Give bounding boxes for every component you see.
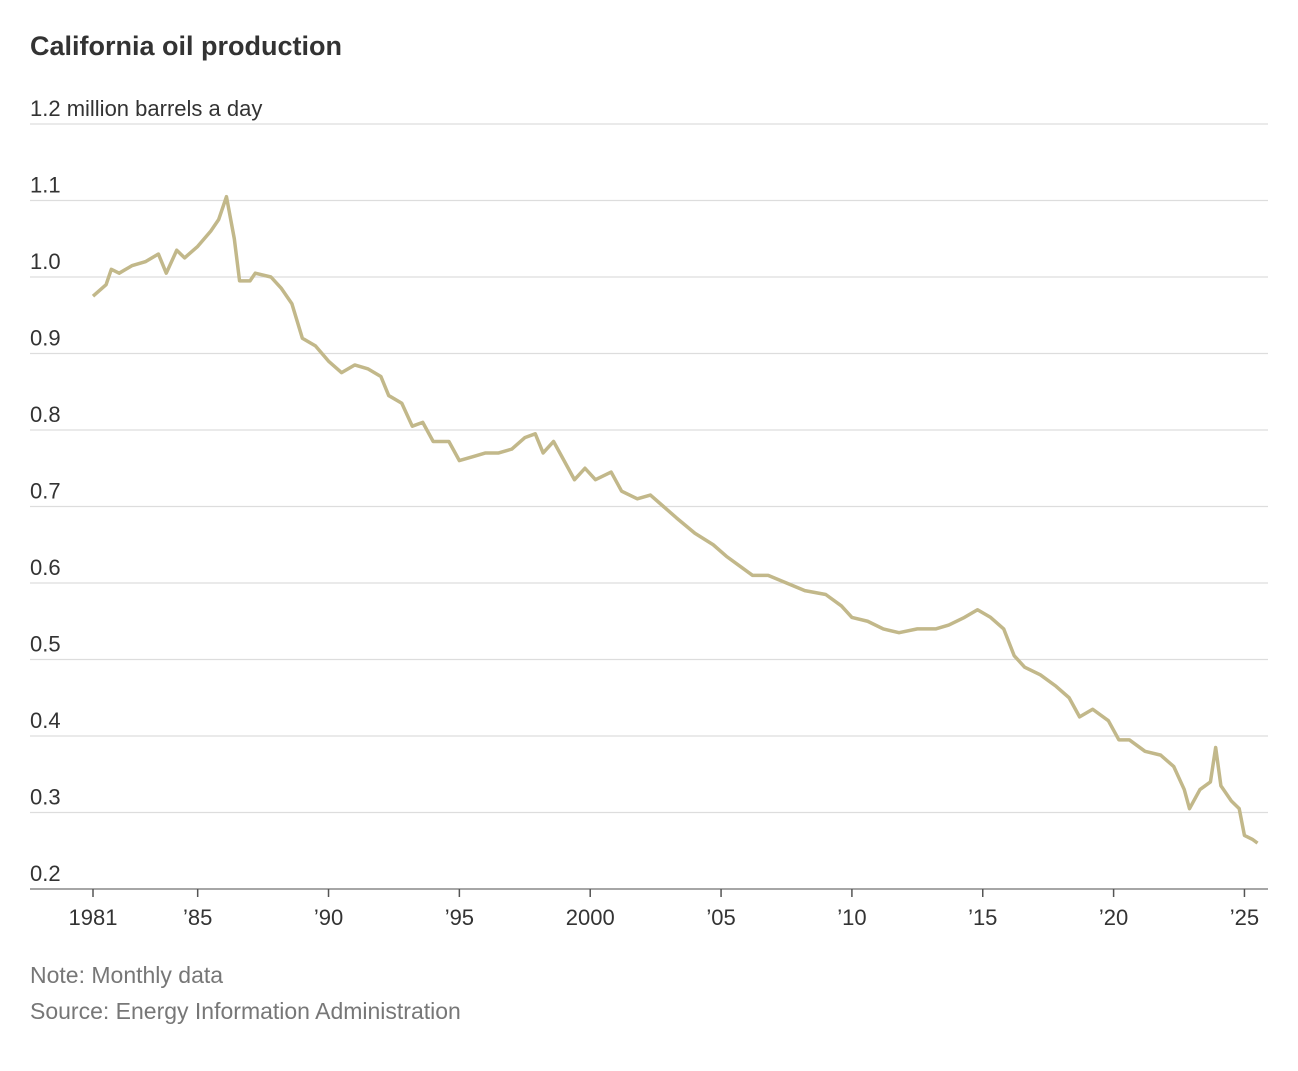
chart-title: California oil production [30,31,342,61]
x-tick-label: ’10 [837,905,866,930]
x-tick-label: ’20 [1099,905,1128,930]
y-tick-label: 0.6 [30,555,61,580]
note: Note: Monthly data [30,962,223,988]
x-tick-label: 2000 [566,905,615,930]
y-tick-label: 0.5 [30,631,61,656]
y-tick-label: 1.1 [30,172,61,197]
x-tick-label: ’95 [445,905,474,930]
y-tick-label: 0.2 [30,861,61,886]
y-tick-label: 1.0 [30,249,61,274]
x-tick-label: ’85 [183,905,212,930]
x-tick-label: 1981 [69,905,118,930]
y-tick-label: 0.9 [30,325,61,350]
y-tick-label: 1.2 million barrels a day [30,96,262,121]
y-tick-label: 0.7 [30,478,61,503]
y-tick-label: 0.3 [30,784,61,809]
x-tick-label: ’90 [314,905,343,930]
x-tick-label: ’05 [706,905,735,930]
source: Source: Energy Information Administratio… [30,998,461,1024]
y-tick-label: 0.4 [30,708,61,733]
x-tick-label: ’15 [968,905,997,930]
series-line [91,194,1259,845]
y-tick-label: 0.8 [30,402,61,427]
x-tick-label: ’25 [1230,905,1259,930]
